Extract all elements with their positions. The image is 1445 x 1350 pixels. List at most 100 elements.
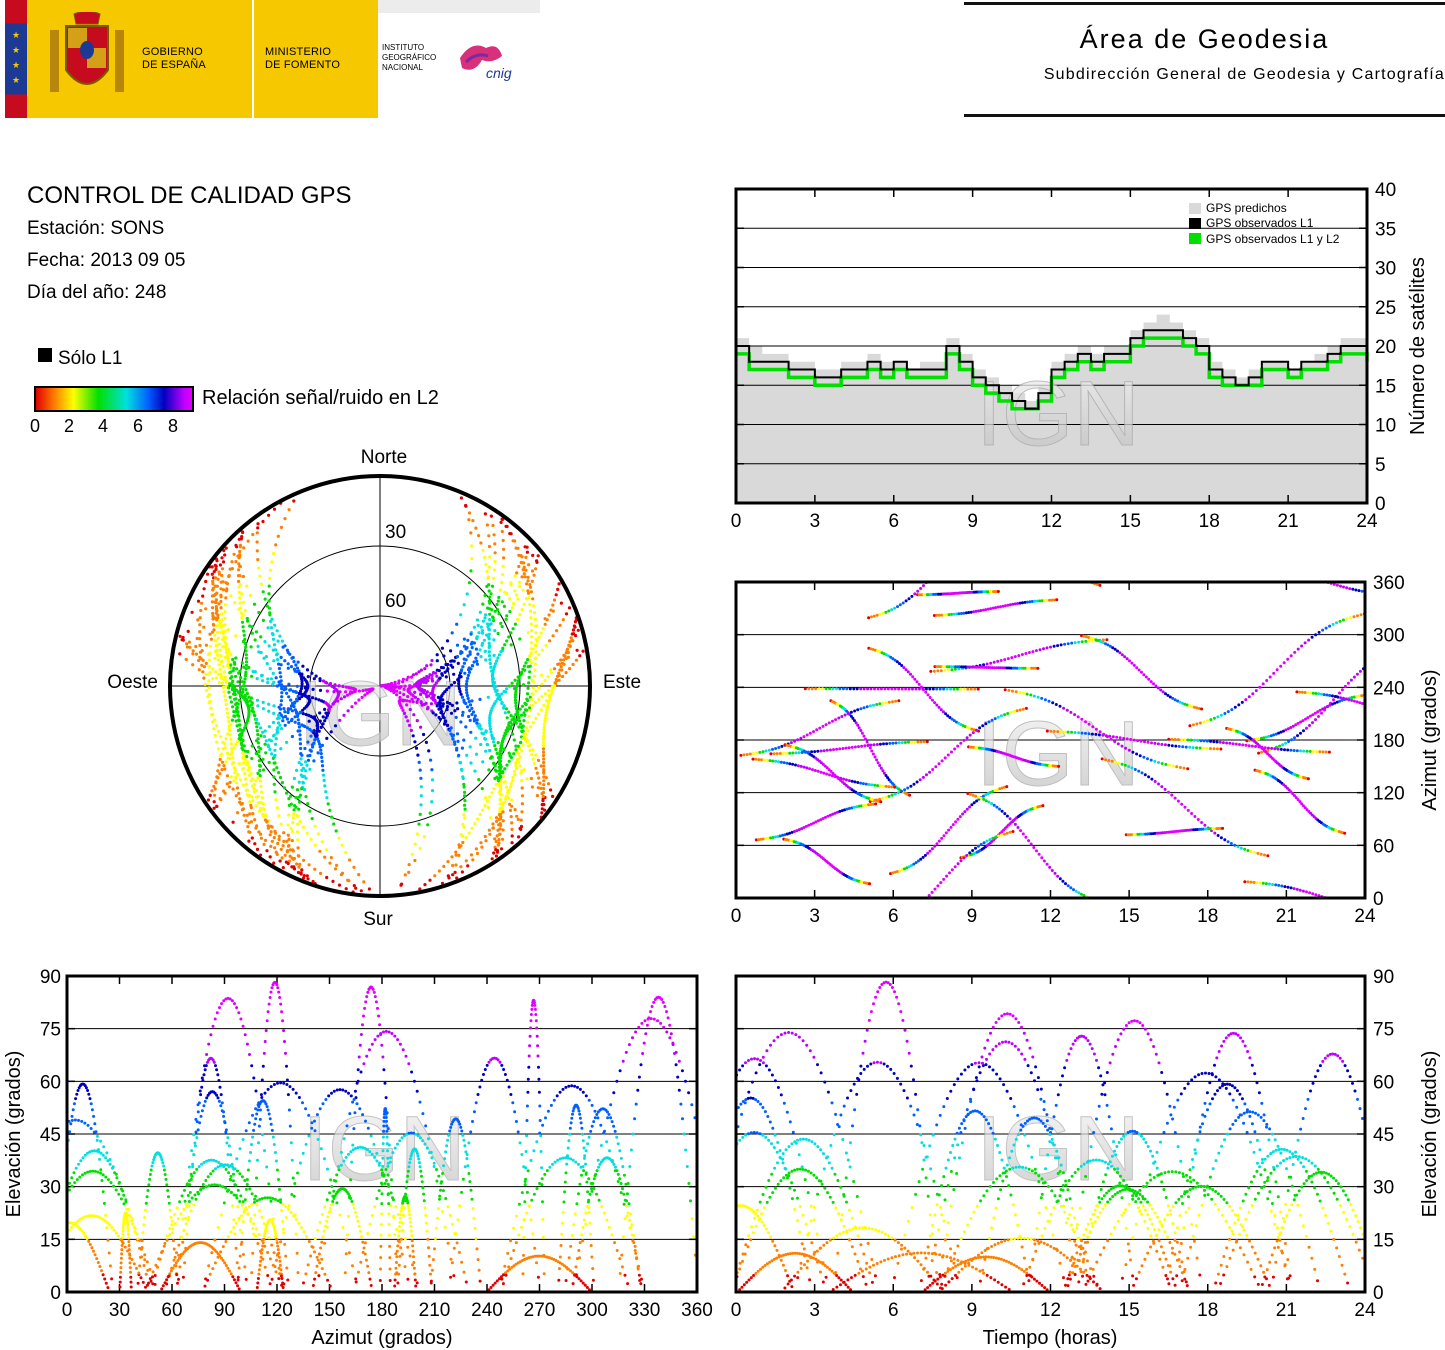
track-point: [400, 1229, 404, 1233]
track-point: [613, 1169, 617, 1173]
track-point: [830, 774, 834, 778]
track-point: [642, 1041, 646, 1045]
track-point: [552, 667, 557, 671]
track-point: [203, 1284, 207, 1288]
track-point: [748, 752, 752, 756]
track-point: [295, 768, 299, 773]
track-point: [1132, 663, 1136, 667]
track-point: [244, 1277, 248, 1281]
track-point: [265, 820, 269, 824]
track-point: [1118, 651, 1122, 655]
track-point: [526, 575, 530, 580]
track-point: [224, 702, 228, 707]
track-point: [323, 784, 327, 788]
track-point: [514, 1120, 518, 1123]
track-point: [520, 749, 524, 753]
track-point: [1202, 739, 1206, 743]
track-point: [302, 1230, 306, 1234]
track-point: [677, 1088, 681, 1092]
track-point: [780, 744, 784, 748]
track-point: [482, 1073, 485, 1076]
track-point: [531, 748, 535, 752]
track-point: [456, 661, 460, 666]
track-point: [272, 704, 276, 708]
track-point: [867, 616, 871, 620]
track-point: [232, 1172, 235, 1176]
track-point: [541, 753, 546, 758]
track-point: [268, 747, 272, 752]
track-point: [239, 728, 243, 732]
track-point: [919, 587, 923, 590]
track-point: [1014, 690, 1018, 694]
track-point: [944, 712, 948, 716]
track-point: [261, 590, 265, 594]
track-point: [276, 721, 281, 725]
track-point: [286, 710, 290, 715]
track-point: [494, 699, 498, 703]
track-point: [475, 618, 479, 622]
track-point: [1080, 640, 1084, 644]
track-point: [220, 1002, 224, 1006]
track-point: [822, 771, 826, 775]
track-point: [213, 616, 217, 620]
track-point: [1291, 792, 1295, 796]
track-point: [455, 655, 460, 659]
track-point: [1055, 598, 1059, 602]
track-point: [240, 743, 244, 747]
track-point: [245, 763, 249, 767]
track-point: [237, 791, 241, 795]
track-point: [255, 729, 259, 733]
track-point: [450, 734, 454, 738]
track-point: [1283, 748, 1286, 752]
track-point: [287, 859, 291, 863]
track-point: [301, 664, 305, 668]
track-point: [337, 836, 341, 840]
track-point: [485, 523, 489, 527]
track-point: [376, 1034, 380, 1038]
track-point: [357, 698, 361, 702]
track-point: [507, 788, 511, 792]
track-point: [225, 711, 230, 715]
track-point: [542, 770, 546, 774]
track-point: [214, 639, 218, 643]
track-point: [1170, 744, 1174, 748]
track-point: [332, 690, 336, 694]
track-point: [515, 1214, 518, 1218]
track-point: [522, 572, 526, 576]
track-point: [411, 694, 415, 698]
track-point: [399, 1246, 403, 1250]
track-point: [419, 776, 423, 780]
track-point: [488, 795, 492, 799]
track-point: [500, 600, 504, 604]
track-point: [527, 714, 531, 719]
track-point: [1260, 736, 1263, 740]
track-point: [278, 723, 282, 727]
track-point: [799, 736, 803, 740]
track-point: [1006, 657, 1010, 661]
track-point: [240, 592, 244, 596]
track-point: [274, 737, 278, 741]
track-point: [247, 665, 251, 670]
track-point: [234, 776, 238, 780]
track-point: [982, 841, 986, 845]
track-point: [548, 639, 552, 643]
track-point: [575, 1202, 579, 1206]
track-point: [1058, 704, 1062, 708]
track-point: [1167, 737, 1171, 741]
track-point: [1045, 598, 1049, 602]
track-point: [265, 1105, 269, 1109]
track-point: [1130, 766, 1134, 770]
track-point: [544, 776, 548, 780]
track-point: [299, 757, 303, 761]
track-point: [285, 1266, 289, 1270]
track-point: [1000, 809, 1004, 813]
track-point: [264, 655, 268, 659]
track-point: [1129, 738, 1133, 741]
track-point: [258, 1117, 262, 1121]
track-point: [871, 752, 875, 756]
track-point: [401, 708, 405, 713]
track-point: [1123, 655, 1127, 659]
track-point: [1032, 846, 1036, 849]
track-point: [1154, 684, 1158, 688]
track-point: [296, 718, 300, 722]
